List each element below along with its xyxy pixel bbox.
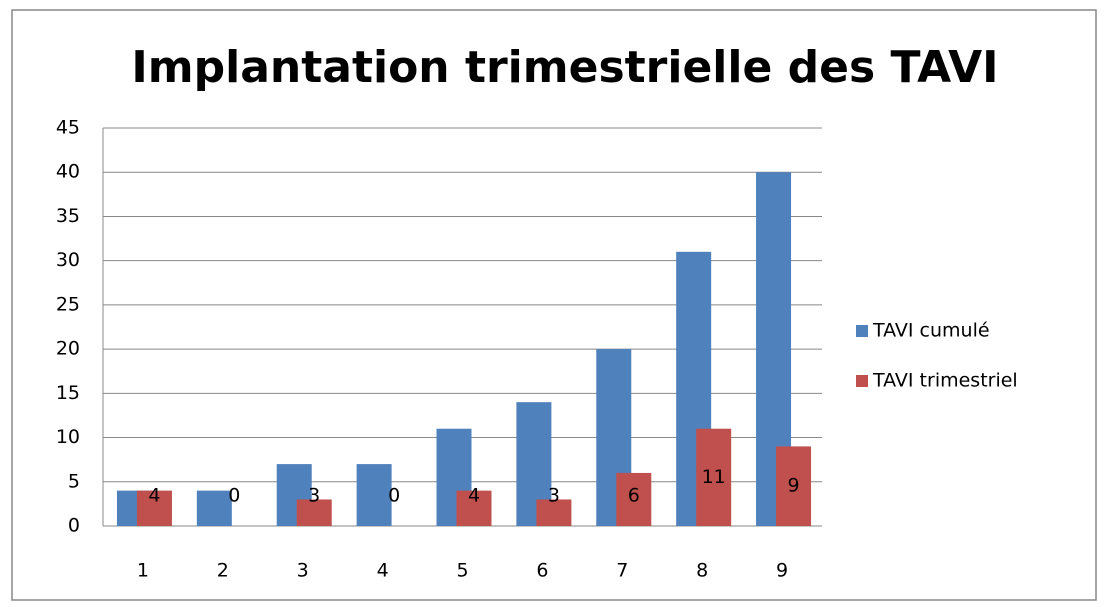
bar: [196, 490, 232, 526]
data-label: 9: [788, 475, 800, 497]
data-label: 0: [388, 485, 400, 507]
x-tick-label: 2: [217, 560, 229, 582]
x-tick-label: 3: [297, 560, 309, 582]
bar: [616, 472, 652, 526]
y-tick-label: 30: [56, 249, 80, 271]
y-tick-label: 45: [56, 117, 80, 139]
y-tick-label: 20: [56, 338, 80, 360]
bar: [776, 446, 812, 526]
bar: [356, 464, 392, 526]
data-label: 4: [468, 485, 480, 507]
y-tick-label: 15: [56, 382, 80, 404]
x-tick-label: 4: [377, 560, 389, 582]
x-tick-label: 8: [696, 560, 708, 582]
data-label: 0: [228, 485, 240, 507]
legend-label: TAVI trimestriel: [872, 370, 1018, 392]
y-tick-label: 25: [56, 293, 80, 315]
bar: [296, 499, 332, 526]
legend-swatch: [856, 325, 868, 337]
y-tick-label: 40: [56, 161, 80, 183]
x-tick-label: 9: [776, 560, 788, 582]
x-tick-label: 1: [137, 560, 149, 582]
x-tick-label: 6: [536, 560, 548, 582]
y-tick-label: 10: [56, 426, 80, 448]
bar: [456, 490, 492, 526]
data-label: 3: [308, 485, 320, 507]
legend-label: TAVI cumulé: [872, 320, 990, 342]
x-tick-label: 7: [616, 560, 628, 582]
bar: [536, 499, 572, 526]
x-tick-label: 5: [456, 560, 468, 582]
data-label: 4: [148, 485, 160, 507]
data-label: 6: [628, 485, 640, 507]
data-label: 11: [702, 466, 726, 488]
data-label: 3: [548, 485, 560, 507]
y-tick-label: 5: [68, 470, 80, 492]
y-tick-label: 0: [68, 515, 80, 537]
y-tick-label: 35: [56, 205, 80, 227]
chart-title: Implantation trimestrielle des TAVI: [131, 42, 998, 93]
bar: [136, 490, 172, 526]
bar: [696, 428, 732, 526]
legend-swatch: [856, 375, 868, 387]
